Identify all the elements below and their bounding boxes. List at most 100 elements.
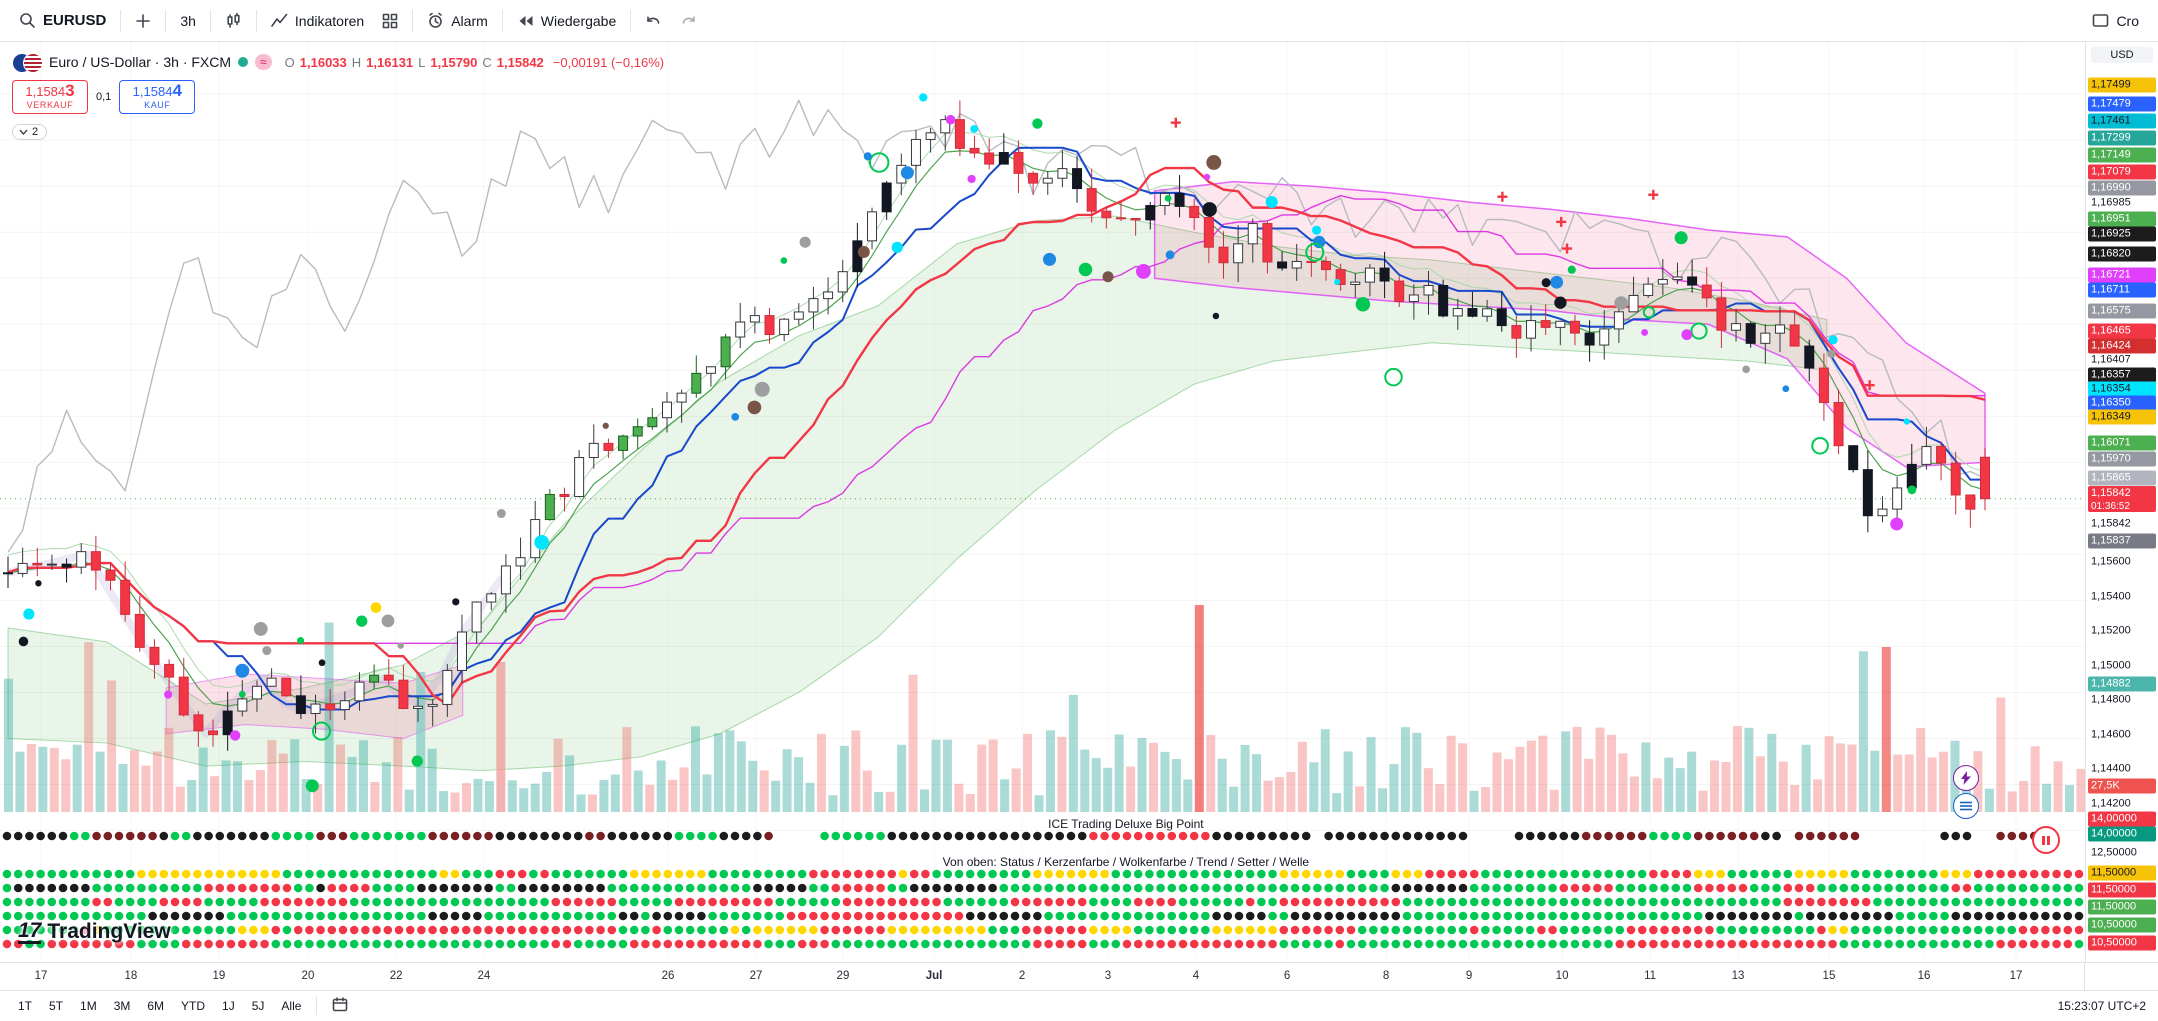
range-button-1j[interactable]: 1J [214, 996, 243, 1016]
buy-button[interactable]: 1,15844 KAUF [119, 80, 196, 114]
price-scale-label: 1,16350 [2088, 395, 2156, 411]
price-scale-label: 11,50000 [2088, 865, 2156, 881]
layout-name-button[interactable]: Cro [2083, 7, 2148, 35]
footer-separator [316, 997, 318, 1015]
open-value: 1,16033 [299, 54, 347, 70]
undo-icon [647, 15, 660, 24]
price-scale-label: 1,17479 [2088, 96, 2156, 112]
range-button-alle[interactable]: Alle [273, 996, 309, 1016]
volume-bars [4, 605, 2085, 812]
last-price-label: 1,15842 01:36:52 [2088, 486, 2156, 512]
price-scale-label: 1,14600 [2091, 728, 2131, 741]
lightning-button[interactable] [1953, 765, 1979, 791]
sell-button[interactable]: 1,15843 VERKAUF [12, 80, 88, 114]
collapse-indicators-button[interactable]: 2 [12, 124, 48, 140]
price-scale-label: 1,16985 [2091, 196, 2131, 209]
buy-price: 1,1584 [132, 84, 173, 99]
ma-light-green-line [7, 131, 1986, 689]
toolbar-separator [120, 9, 122, 32]
waves-icon [1960, 801, 1972, 811]
search-icon [20, 13, 35, 28]
redo-button[interactable] [671, 8, 706, 34]
pause-button[interactable] [2032, 826, 2060, 854]
price-scale-label: 1,16407 [2091, 353, 2131, 366]
price-scale-label: 1,17299 [2088, 130, 2156, 146]
pane-title-big-point: ICE Trading Deluxe Big Point [1044, 817, 1208, 831]
calendar-icon [333, 997, 348, 1012]
price-scale-label: 1,14800 [2091, 693, 2131, 706]
spread-value: 0,1 [96, 91, 112, 103]
price-scale-label: 11,50000 [2088, 882, 2156, 898]
toolbar-separator [209, 9, 211, 32]
time-label: 26 [661, 970, 675, 982]
price-scale-label: 1,16711 [2088, 282, 2156, 298]
range-button-5j[interactable]: 5J [244, 996, 273, 1016]
status-dot-icon [238, 57, 249, 67]
symbol-search-button[interactable]: EURUSD [10, 6, 115, 35]
price-scale-label: 1,16354 [2088, 381, 2156, 397]
toolbar-separator [412, 9, 414, 32]
time-label: 17 [2009, 970, 2023, 982]
price-scale[interactable]: USD 1,17499 1,17479 1,17461 1,17299 1,17149 1… [2085, 42, 2158, 962]
us-flag-icon [23, 53, 43, 73]
chart-canvas [0, 42, 2085, 962]
time-label: 9 [1465, 970, 1473, 982]
grid-icon [382, 13, 398, 28]
range-button-1m[interactable]: 1M [72, 996, 105, 1016]
price-scale-label: 1,15000 [2091, 659, 2131, 672]
indicator-templates-button[interactable] [373, 7, 407, 35]
time-label: 10 [1555, 970, 1569, 982]
waves-button[interactable] [1953, 793, 1979, 819]
price-scale-label: 1,15970 [2088, 451, 2156, 467]
alert-button[interactable]: Alarm [418, 6, 497, 35]
replay-button[interactable]: Wiedergabe [508, 7, 626, 35]
gray-overlay-line [7, 99, 1986, 553]
chart-type-button[interactable] [216, 6, 251, 35]
range-button-5t[interactable]: 5T [41, 996, 71, 1016]
time-axis[interactable]: 17 18 19 20 22 24 26 27 29 Jul 2 3 4 6 8 9 10 11 13 15 16 17 [0, 962, 2158, 990]
time-label: 16 [1917, 970, 1931, 982]
time-label: 15 [1822, 970, 1836, 982]
indicators-button[interactable]: Indikatoren [262, 7, 373, 35]
top-toolbar: EURUSD 3h Indikatore [0, 0, 2158, 42]
interval-button[interactable]: 3h [171, 7, 205, 35]
alarm-clock-icon [429, 12, 443, 28]
price-scale-label: 10,50000 [2088, 917, 2156, 933]
price-scale-label: 1,17461 [2088, 113, 2156, 129]
time-label: 6 [1283, 970, 1291, 982]
price-scale-label: 12,50000 [2091, 846, 2137, 859]
ma-red-line [7, 166, 1986, 706]
price-scale-label: 1,14882 [2088, 676, 2156, 692]
tradingview-logo-icon: 17 [18, 918, 42, 944]
time-label: 18 [124, 970, 138, 982]
price-scale-label: 1,16349 [2088, 409, 2156, 425]
pane-title-von-oben: Von oben: Status / Kerzenfarbe / Wolkenf… [938, 855, 1314, 869]
compare-add-button[interactable] [126, 7, 160, 35]
plus-icon [136, 13, 151, 28]
chart-area[interactable]: Euro / US-Dollar · 3h · FXCM ≈ O 1,16033 … [0, 42, 2085, 962]
approx-badge: ≈ [255, 54, 272, 70]
ma-blue-line [7, 146, 1985, 711]
chevron-down-icon [19, 129, 28, 135]
range-button-ytd[interactable]: YTD [173, 996, 213, 1016]
price-scale-label: 14,00000 [2088, 826, 2156, 842]
ohlc-values: O 1,16033 H 1,16131 L 1,15790 C 1,15842 [285, 55, 544, 70]
interval-label: 3h [180, 12, 196, 29]
price-scale-label: 1,16951 [2088, 211, 2156, 227]
price-scale-label: 1,16071 [2088, 435, 2156, 451]
price-scale-label: 1,15600 [2091, 555, 2131, 568]
range-button-3m[interactable]: 3M [106, 996, 139, 1016]
go-to-date-button[interactable] [324, 994, 356, 1018]
close-value: 1,15842 [496, 54, 544, 70]
toolbar-separator [630, 9, 632, 32]
range-button-1t[interactable]: 1T [10, 996, 40, 1016]
price-scale-label: 1,16925 [2088, 226, 2156, 242]
price-scale-label: 1,15400 [2091, 590, 2131, 603]
indicator-dot-rows [2, 831, 2084, 949]
open-label: O [284, 54, 295, 70]
symbol-title[interactable]: Euro / US-Dollar · 3h · FXCM [49, 54, 232, 70]
time-label: 13 [1731, 970, 1745, 982]
undo-button[interactable] [636, 8, 671, 34]
range-button-6m[interactable]: 6M [139, 996, 172, 1016]
